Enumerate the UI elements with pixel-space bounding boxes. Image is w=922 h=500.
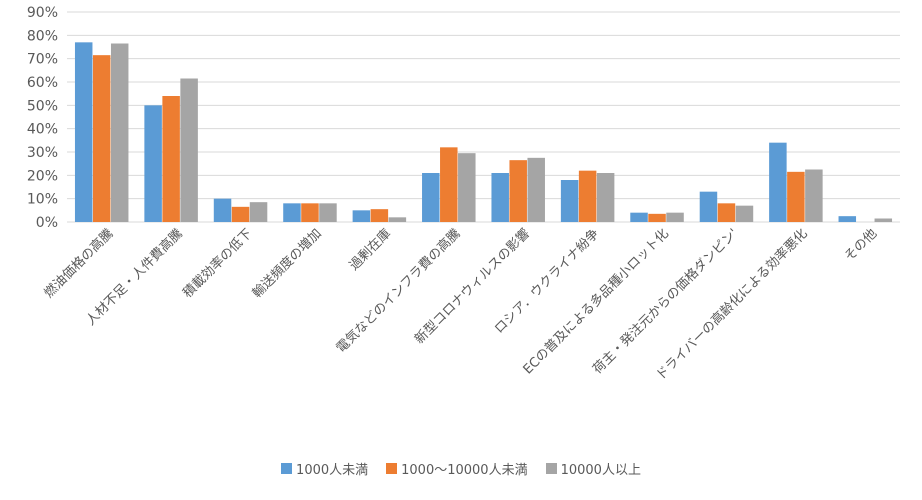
bar-3-2 <box>180 78 198 222</box>
x-tick-label: 過剰在庫 <box>347 226 394 273</box>
y-tick-label: 60% <box>27 75 58 91</box>
bar-2-2 <box>162 96 180 222</box>
legend-item-series-2: 1000～10000人未満 <box>386 459 528 478</box>
bar-3-4 <box>319 203 337 222</box>
bar-1-7 <box>491 173 509 222</box>
bar-2-1 <box>92 55 111 222</box>
legend-label-series-3: 10000人以上 <box>560 463 641 478</box>
y-tick-label: 50% <box>27 98 58 114</box>
legend-swatch-series-1 <box>281 463 293 474</box>
bar-2-7 <box>509 160 527 222</box>
bar-2-8 <box>578 170 597 222</box>
y-tick-label: 80% <box>27 28 58 44</box>
bar-2-4 <box>301 203 319 222</box>
x-tick-label: ドライバーの高齢化による効率悪化 <box>653 226 811 384</box>
bar-1-6 <box>422 173 440 222</box>
x-tick-label: 積載効率の低下 <box>180 226 256 302</box>
bar-1-9 <box>630 212 648 222</box>
legend-item-series-3: 10000人以上 <box>545 459 641 478</box>
bar-3-12 <box>874 218 893 222</box>
legend: 1000人未満 1000～10000人未満 10000人以上 <box>0 459 922 478</box>
bar-1-10 <box>699 191 718 222</box>
x-tick-label: 新型コロナウィルスの影響 <box>411 226 533 348</box>
legend-swatch-series-3 <box>545 463 557 474</box>
bar-3-7 <box>527 157 545 222</box>
bar-3-3 <box>249 202 268 222</box>
bar-1-1 <box>74 42 93 223</box>
legend-label-series-1: 1000人未満 <box>296 463 369 478</box>
bar-3-1 <box>110 43 129 222</box>
bar-1-11 <box>769 142 787 222</box>
bar-3-11 <box>805 169 823 222</box>
x-tick-label: 輸送頻度の増加 <box>249 226 325 302</box>
x-tick-label: ECの普及による多品種小ロット化 <box>520 226 672 378</box>
bar-2-11 <box>787 171 805 222</box>
bar-3-5 <box>388 217 407 222</box>
y-tick-label: 40% <box>27 122 58 138</box>
legend-item-series-1: 1000人未満 <box>281 459 368 478</box>
bar-3-8 <box>596 173 615 222</box>
bar-1-3 <box>213 198 232 222</box>
x-tick-label: 電気などのインフラ費の高騰 <box>333 226 464 357</box>
bar-1-2 <box>144 105 162 222</box>
bar-2-5 <box>370 209 389 222</box>
bar-1-8 <box>560 180 579 222</box>
bar-3-9 <box>666 212 684 222</box>
y-tick-label: 20% <box>27 168 58 184</box>
x-tick-label: その他 <box>842 226 880 264</box>
y-tick-label: 0% <box>36 215 58 231</box>
y-tick-label: 10% <box>27 192 58 208</box>
y-tick-label: 90% <box>27 5 58 21</box>
bar-3-10 <box>735 205 754 222</box>
x-tick-label: 荷主・発注元からの価格ダンピン' <box>590 226 742 378</box>
bar-2-6 <box>440 147 458 222</box>
y-tick-label: 70% <box>27 52 58 68</box>
bar-1-12 <box>838 216 857 222</box>
bar-2-10 <box>717 203 736 222</box>
x-tick-label: 燃油価格の高騰 <box>41 226 117 302</box>
legend-label-series-2: 1000～10000人未満 <box>401 463 528 478</box>
bar-chart: 0%10%20%30%40%50%60%70%80%90%燃油価格の高騰人材不足… <box>27 5 900 384</box>
legend-swatch-series-2 <box>386 463 398 474</box>
bar-3-6 <box>458 153 476 222</box>
y-tick-label: 30% <box>27 145 58 161</box>
bar-1-4 <box>283 203 301 222</box>
bar-1-5 <box>352 210 371 222</box>
bar-2-9 <box>648 213 666 222</box>
bar-2-3 <box>231 206 250 222</box>
